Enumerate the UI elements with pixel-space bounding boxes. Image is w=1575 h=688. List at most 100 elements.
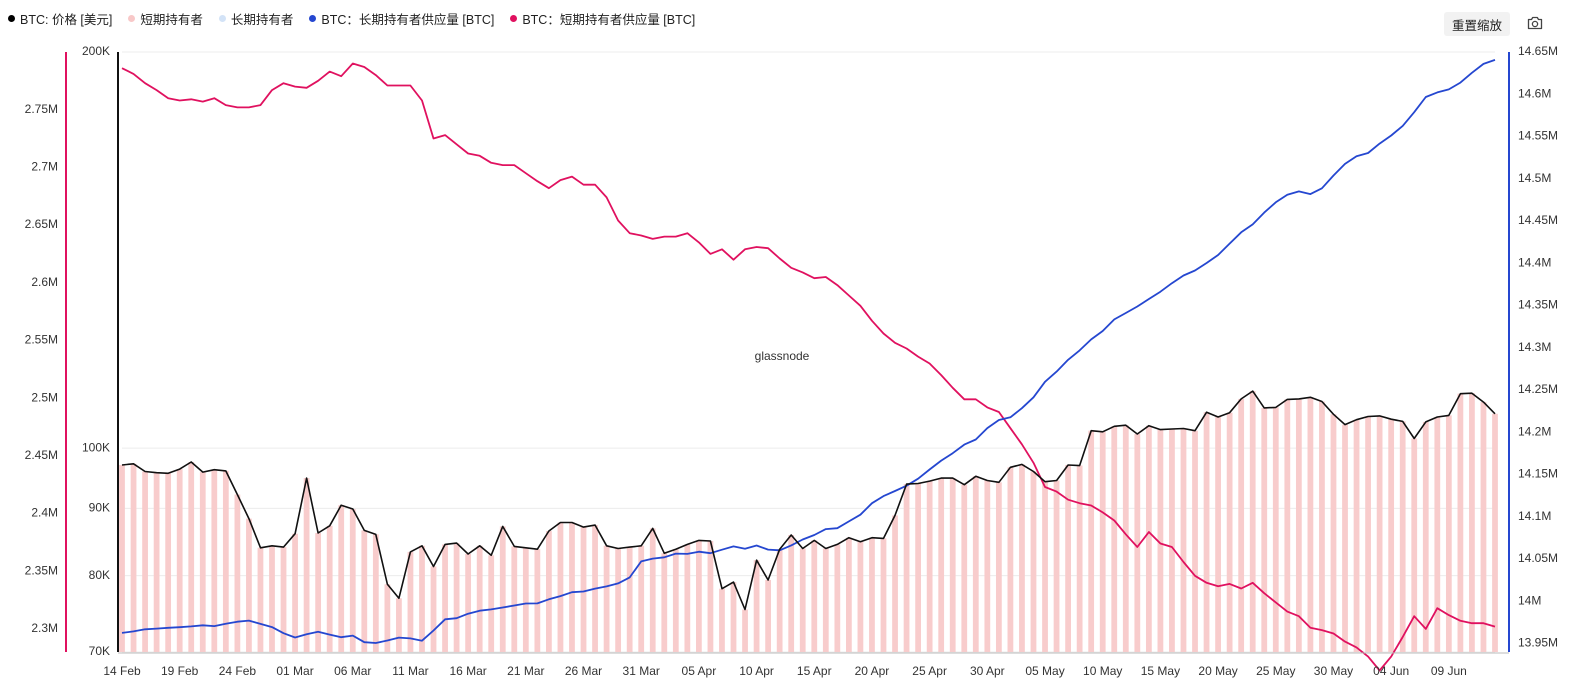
x-tick-label: 24 Feb	[219, 664, 257, 678]
y-tick-label: 2.35M	[25, 563, 58, 577]
bar	[580, 527, 587, 652]
bar	[1157, 429, 1164, 652]
bar	[1422, 421, 1429, 652]
bar	[857, 541, 864, 652]
bar	[869, 537, 875, 652]
bar	[903, 484, 910, 652]
bar	[430, 566, 437, 652]
bar	[1065, 464, 1071, 652]
bar	[1030, 471, 1037, 652]
lth-supply-line	[121, 59, 1496, 644]
bar	[407, 551, 414, 652]
legend-item[interactable]: BTC: 价格 [美元]	[8, 9, 112, 28]
bar	[176, 469, 183, 652]
x-tick-label: 05 May	[1025, 664, 1064, 678]
y-tick-label: 14.4M	[1518, 255, 1551, 269]
bar	[396, 598, 402, 652]
bar	[303, 478, 310, 652]
y-tick-label: 100K	[82, 440, 110, 454]
legend-dot-icon	[8, 14, 15, 22]
legend-dot-icon	[128, 14, 136, 22]
bar	[326, 525, 333, 652]
bar	[1388, 419, 1395, 652]
bar	[672, 549, 679, 652]
bar	[546, 531, 552, 652]
bar	[499, 526, 506, 652]
y-tick-label: 90K	[89, 501, 110, 515]
bar	[661, 553, 668, 652]
legend-item[interactable]: 长期持有者	[218, 9, 294, 28]
y-tick-label: 14.6M	[1518, 86, 1551, 100]
bar	[442, 544, 448, 652]
bar	[742, 609, 748, 652]
x-tick-label: 16 Mar	[449, 664, 486, 678]
bar	[269, 545, 275, 652]
bar	[845, 537, 852, 652]
bar	[984, 480, 991, 652]
bar	[119, 464, 125, 652]
bar	[130, 463, 137, 652]
bar	[292, 533, 298, 652]
y-tick-label: 2.55M	[25, 333, 58, 347]
y-tick-label: 2.4M	[31, 506, 58, 520]
y-tick-label: 200K	[82, 44, 110, 58]
bar	[1445, 415, 1452, 652]
x-tick-label: 25 May	[1256, 664, 1295, 678]
bar	[799, 548, 806, 652]
y-tick-label: 14.1M	[1518, 509, 1551, 523]
bar	[915, 483, 921, 652]
camera-icon[interactable]	[1524, 12, 1546, 34]
bar	[1238, 398, 1245, 652]
bar	[257, 547, 264, 652]
bar	[165, 473, 172, 652]
bar	[1411, 438, 1418, 652]
bar	[1076, 465, 1083, 652]
bar	[1042, 481, 1048, 652]
x-tick-label: 30 May	[1314, 664, 1353, 678]
bar	[684, 544, 691, 652]
x-tick-label: 10 May	[1083, 664, 1122, 678]
bar	[707, 541, 714, 652]
legend-dot-icon	[218, 14, 226, 22]
y-tick-label: 13.95M	[1518, 636, 1558, 650]
legend-item[interactable]: BTC：短期持有者供应量 [BTC]	[510, 9, 695, 28]
x-tick-label: 19 Feb	[161, 664, 199, 678]
bar	[1307, 397, 1314, 652]
bar	[938, 478, 945, 652]
bar	[211, 469, 218, 652]
x-tick-label: 04 Jun	[1373, 664, 1409, 678]
bar	[557, 522, 564, 652]
bar	[626, 547, 633, 652]
legend-dot-icon	[510, 14, 518, 22]
bar	[1145, 425, 1152, 652]
bar	[1480, 402, 1487, 652]
sth-supply-line	[121, 62, 1496, 672]
bar	[776, 549, 783, 652]
bar	[649, 528, 656, 652]
legend-item[interactable]: BTC：长期持有者供应量 [BTC]	[309, 9, 494, 28]
bar	[488, 555, 495, 652]
bar	[1192, 430, 1198, 652]
reset-zoom-button[interactable]: 重置缩放	[1444, 12, 1511, 36]
bar	[476, 545, 483, 652]
x-tick-label: 05 Apr	[682, 664, 717, 678]
bar	[961, 484, 968, 652]
bar	[1492, 413, 1498, 652]
watermark: glassnode	[755, 349, 810, 363]
bar	[465, 553, 472, 652]
bar	[822, 548, 829, 652]
bar	[1319, 401, 1325, 652]
x-tick-label: 15 Apr	[797, 664, 832, 678]
y-tick-label: 2.7M	[31, 160, 58, 174]
bar	[338, 505, 345, 652]
legend-item[interactable]: 短期持有者	[128, 9, 203, 28]
bar	[1226, 412, 1233, 652]
y-tick-label: 2.45M	[25, 448, 58, 462]
bar	[892, 515, 898, 652]
y-tick-label: 2.75M	[25, 102, 58, 116]
bar	[361, 530, 368, 652]
legend-label: 长期持有者	[230, 12, 294, 27]
bar	[972, 476, 979, 652]
price-line	[121, 390, 1496, 611]
